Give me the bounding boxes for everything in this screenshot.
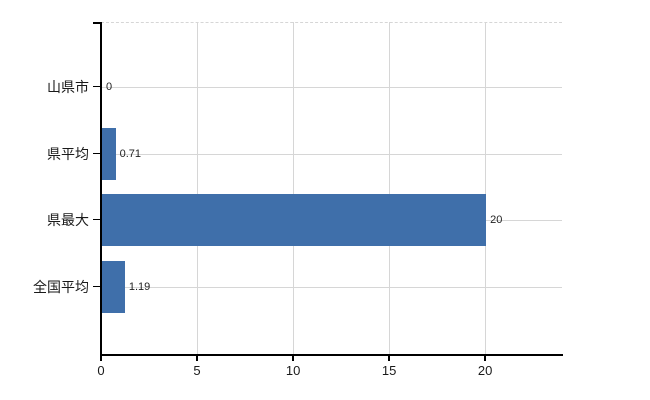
bar-value-label: 1.19: [128, 281, 151, 294]
x-tick-label: 5: [193, 363, 201, 378]
x-axis-tick: [196, 356, 199, 361]
y-axis-line: [100, 22, 102, 356]
category-label: 山県市: [47, 79, 89, 95]
category-label: 県最大: [47, 212, 89, 229]
x-tick-label: 10: [285, 363, 301, 378]
y-axis-tick: [93, 152, 101, 154]
category-gridline: [101, 153, 562, 155]
x-gridline: [293, 22, 295, 354]
bar-value-label: 20: [490, 214, 503, 227]
x-axis-tick: [292, 356, 295, 361]
x-gridline: [197, 22, 199, 354]
y-axis-top-tick: [93, 22, 101, 24]
category-label: 全国平均: [33, 279, 89, 296]
category-gridline: [101, 87, 562, 88]
x-axis-tick: [388, 356, 391, 361]
bar-value-label: 0: [106, 81, 113, 93]
x-tick-label: 0: [97, 363, 105, 378]
x-tick-label: 15: [381, 363, 397, 378]
x-gridline: [485, 22, 487, 354]
y-axis-tick: [93, 219, 101, 221]
x-axis-tick: [100, 356, 102, 361]
y-axis-tick: [93, 286, 101, 288]
category-gridline: [101, 287, 562, 289]
data-bar: [102, 127, 116, 180]
data-bar: [102, 194, 487, 247]
y-axis-tick: [93, 86, 101, 87]
x-axis-tick: [484, 356, 487, 361]
x-axis-line: [100, 354, 563, 356]
bar-value-label: 0.71: [119, 147, 142, 160]
data-bar: [102, 261, 125, 314]
plot-top-border: [101, 22, 562, 23]
x-tick-label: 20: [477, 363, 493, 378]
category-label: 県平均: [47, 145, 89, 162]
x-gridline: [389, 22, 391, 354]
